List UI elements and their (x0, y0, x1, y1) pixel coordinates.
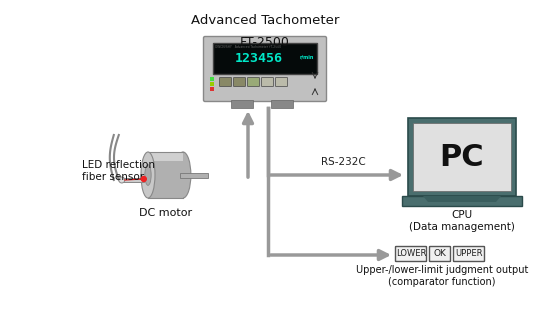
Bar (231, 100, 253, 108)
FancyBboxPatch shape (203, 36, 326, 101)
Text: OK: OK (433, 249, 446, 258)
Bar (148, 152, 183, 198)
Text: Advanced Tachometer: Advanced Tachometer (191, 14, 339, 27)
FancyBboxPatch shape (234, 78, 245, 87)
Text: CPU
(Data management): CPU (Data management) (409, 210, 515, 232)
Ellipse shape (175, 152, 191, 198)
Text: 123456: 123456 (235, 52, 283, 65)
FancyBboxPatch shape (248, 78, 259, 87)
Bar (408, 118, 516, 196)
Bar (210, 87, 214, 90)
Text: r/min: r/min (299, 55, 314, 59)
Bar (402, 196, 522, 206)
Bar (413, 123, 511, 191)
Bar (210, 77, 214, 80)
Text: OWON/SHY   Advanced Tachometer FT-2500: OWON/SHY Advanced Tachometer FT-2500 (215, 45, 281, 49)
Text: PC: PC (440, 142, 484, 172)
Polygon shape (423, 196, 501, 202)
Ellipse shape (145, 165, 151, 185)
Circle shape (119, 177, 125, 183)
Text: LOWER: LOWER (396, 249, 426, 258)
Bar (210, 82, 214, 86)
Text: LED reflection
fiber sensor: LED reflection fiber sensor (82, 160, 155, 182)
Bar (122, 178, 144, 182)
Text: UPPER: UPPER (455, 249, 483, 258)
FancyBboxPatch shape (213, 43, 317, 74)
Text: Upper-/lower-limit judgment output
(comparator function): Upper-/lower-limit judgment output (comp… (356, 265, 528, 287)
FancyBboxPatch shape (220, 78, 231, 87)
FancyBboxPatch shape (395, 246, 427, 262)
Bar (180, 172, 208, 178)
Text: RS-232C: RS-232C (321, 157, 365, 167)
Text: DC motor: DC motor (139, 208, 192, 218)
Ellipse shape (141, 152, 155, 198)
FancyBboxPatch shape (262, 78, 273, 87)
FancyBboxPatch shape (276, 78, 287, 87)
FancyBboxPatch shape (454, 246, 484, 262)
Bar (148, 152, 183, 161)
FancyBboxPatch shape (430, 246, 450, 262)
Circle shape (141, 176, 146, 182)
Text: FT-2500: FT-2500 (240, 36, 290, 49)
Bar (271, 100, 293, 108)
